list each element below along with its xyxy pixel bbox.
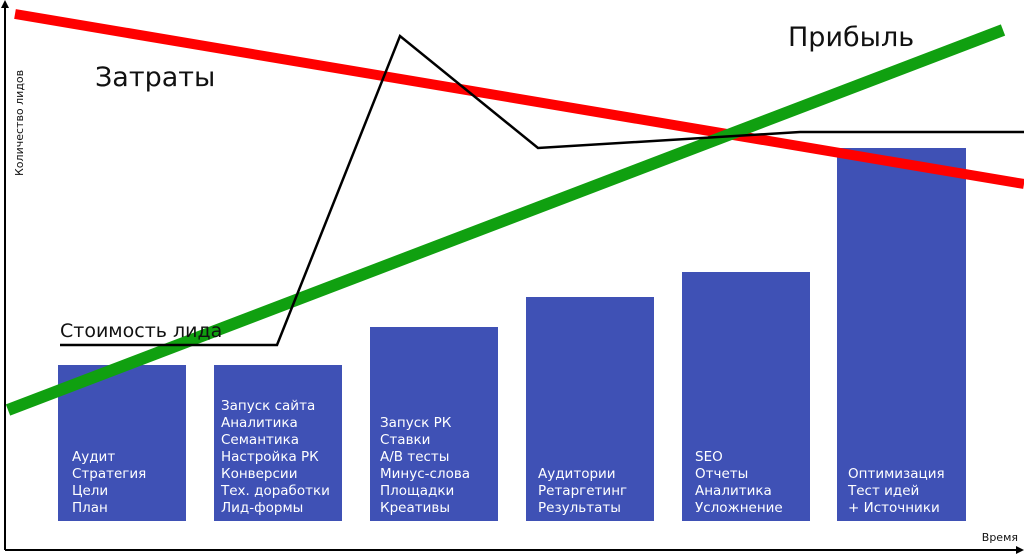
stage-item: Площадки xyxy=(380,483,454,499)
profit-line xyxy=(5,24,1006,416)
stage-item: Тест идей xyxy=(847,483,919,499)
y-arrow xyxy=(1,0,9,8)
stage-item: Запуск РК xyxy=(380,415,452,431)
stage-item: Минус-слова xyxy=(380,466,470,482)
stage-bar xyxy=(58,365,186,521)
stage-item: Усложнение xyxy=(695,500,783,516)
stage-item: Настройка РК xyxy=(221,449,319,465)
costs-line xyxy=(14,9,1024,189)
stage-item: Ретаргетинг xyxy=(538,483,627,499)
stage-bar xyxy=(370,327,498,521)
stage-item: Конверсии xyxy=(221,466,297,482)
y-axis-label: Количество лидов xyxy=(13,70,26,176)
stage-item: Аудитории xyxy=(538,466,616,482)
x-arrow xyxy=(1016,546,1024,554)
stage-item: План xyxy=(72,500,108,516)
stage-item: Креативы xyxy=(380,500,450,516)
stage-bar xyxy=(682,272,810,521)
lead-cost-line xyxy=(60,33,1024,347)
stage-item: Оптимизация xyxy=(848,466,945,482)
stage-item: Аналитика xyxy=(695,483,772,499)
stage-item: Аналитика xyxy=(221,415,298,431)
stage-bar xyxy=(837,148,966,521)
stage-item: Запуск сайта xyxy=(221,398,315,414)
stage-item: Лид-формы xyxy=(221,500,303,516)
stage-item: Тех. доработки xyxy=(220,483,330,499)
stage-item: SEO xyxy=(695,449,723,465)
stage-bars xyxy=(58,148,966,521)
stage-item: Результаты xyxy=(538,500,621,516)
stage-item: Ставки xyxy=(380,432,430,448)
stage-item: Стратегия xyxy=(72,466,146,482)
stage-bar xyxy=(526,297,654,521)
stage-item: A/B тесты xyxy=(380,449,449,465)
stage-bar xyxy=(214,365,342,521)
x-axis-label: Время xyxy=(982,531,1018,544)
lead-cost-label: Стоимость лида xyxy=(60,320,222,342)
stage-item: Цели xyxy=(72,483,108,499)
stage-item: Аудит xyxy=(72,449,115,465)
stage-item: Семантика xyxy=(221,432,299,448)
costs-label: Затраты xyxy=(95,62,215,93)
stage-item: Отчеты xyxy=(695,466,748,482)
profit-label: Прибыль xyxy=(788,22,914,53)
stage-item: + Источники xyxy=(848,500,940,516)
